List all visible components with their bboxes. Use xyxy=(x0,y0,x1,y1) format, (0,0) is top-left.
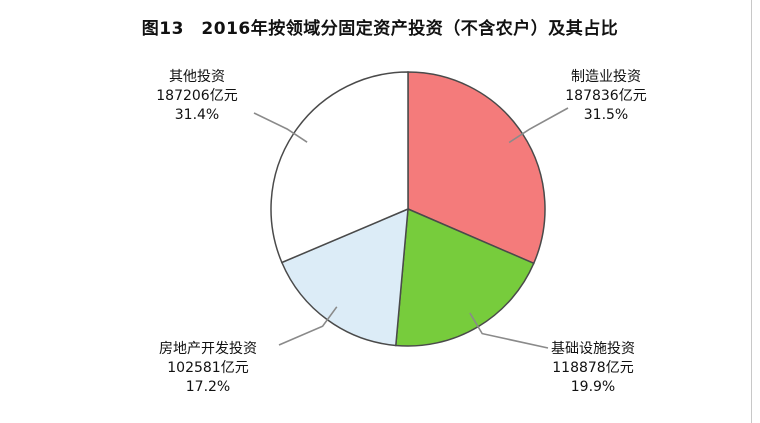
slice-name: 房地产开发投资 xyxy=(159,341,257,357)
slice-value: 187206亿元 xyxy=(156,88,238,104)
slice-label-real-estate: 房地产开发投资 102581亿元 17.2% xyxy=(128,340,288,397)
slice-label-manufacturing: 制造业投资 187836亿元 31.5% xyxy=(526,68,686,125)
slice-percent: 31.5% xyxy=(583,107,629,123)
slice-percent: 31.4% xyxy=(174,107,220,123)
slice-label-other: 其他投资 187206亿元 31.4% xyxy=(117,68,277,125)
slice-label-infrastructure: 基础设施投资 118878亿元 19.9% xyxy=(513,340,673,397)
leader-line-other xyxy=(253,112,308,143)
leader-line-real-estate xyxy=(278,306,338,346)
frame-border xyxy=(751,0,752,423)
chart-title: 图13 2016年按领域分固定资产投资（不含农户）及其占比 xyxy=(141,19,619,39)
slice-value: 118878亿元 xyxy=(552,360,634,376)
leader-line-manufacturing xyxy=(508,107,569,144)
slice-percent: 17.2% xyxy=(185,379,231,395)
slice-name: 其他投资 xyxy=(169,69,225,85)
slice-name: 基础设施投资 xyxy=(551,341,635,357)
slice-name: 制造业投资 xyxy=(571,69,641,85)
slice-value: 187836亿元 xyxy=(565,88,647,104)
leader-line-infrastructure xyxy=(469,312,549,349)
slice-percent: 19.9% xyxy=(570,379,616,395)
slice-value: 102581亿元 xyxy=(167,360,249,376)
